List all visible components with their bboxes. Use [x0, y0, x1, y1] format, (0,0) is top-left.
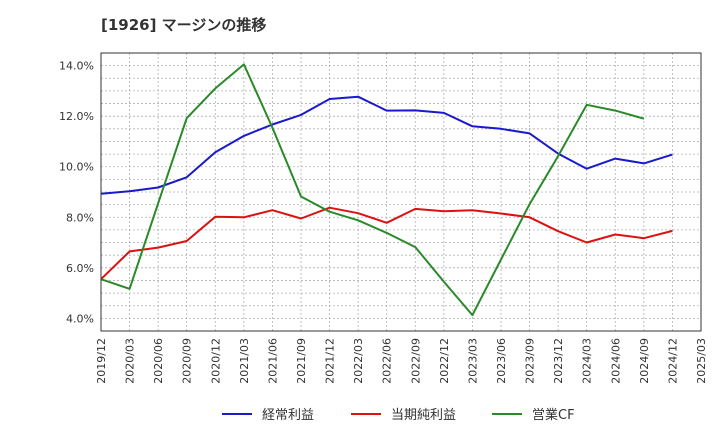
- x-tick-label: 2020/09: [181, 338, 194, 384]
- legend-label-2: 当期純利益: [391, 408, 456, 423]
- series-line-2: [100, 206, 673, 280]
- x-tick-label: 2021/12: [324, 338, 337, 384]
- plot-frame: [100, 52, 702, 332]
- axis-layer: 4.0% 6.0% 8.0% 10.0% 12.0% 14.0% 2019/12 2020/0…: [59, 52, 708, 384]
- x-tick-label: 2020/03: [124, 338, 137, 384]
- y-tick-label: 8.0%: [66, 211, 94, 224]
- x-tick-label: 2023/12: [552, 338, 565, 384]
- y-tick-label: 6.0%: [66, 262, 94, 275]
- legend-label-3: 営業CF: [532, 407, 575, 423]
- x-tick-label: 2019/12: [95, 338, 108, 384]
- x-tick-label: 2023/09: [524, 338, 537, 384]
- series-line-1: [100, 95, 673, 195]
- legend: 経常利益 当期純利益 営業CF: [222, 407, 575, 423]
- legend-label-1: 経常利益: [262, 408, 314, 423]
- y-tick-label: 10.0%: [59, 161, 94, 174]
- y-tick-label: 12.0%: [59, 110, 94, 123]
- x-tick-label: 2021/06: [266, 338, 279, 384]
- x-tick-label: 2022/12: [438, 338, 451, 384]
- x-tick-label: 2021/09: [295, 338, 308, 384]
- x-tick-label: 2024/09: [638, 338, 651, 384]
- x-tick-label: 2022/06: [381, 338, 394, 384]
- x-tick-label: 2023/06: [495, 338, 508, 384]
- y-tick-label: 14.0%: [59, 60, 94, 73]
- y-tick-label: 4.0%: [66, 312, 94, 325]
- x-tick-label: 2023/03: [466, 338, 479, 384]
- x-tick-label: 2024/06: [609, 338, 622, 384]
- series-line-3: [100, 63, 645, 317]
- x-tick-label: 2022/09: [409, 338, 422, 384]
- x-tick-label: 2022/03: [352, 338, 365, 384]
- x-tick-label: 2020/12: [209, 338, 222, 384]
- x-tick-label: 2021/03: [238, 338, 251, 384]
- x-tick-label: 2025/03: [695, 338, 708, 384]
- grid-layer: [100, 52, 702, 332]
- x-tick-label: 2020/06: [152, 338, 165, 384]
- chart-title: [1926] マージンの推移: [101, 16, 267, 34]
- x-tick-label: 2024/03: [581, 338, 594, 384]
- x-tick-label: 2024/12: [666, 338, 679, 384]
- series-layer: [100, 63, 673, 317]
